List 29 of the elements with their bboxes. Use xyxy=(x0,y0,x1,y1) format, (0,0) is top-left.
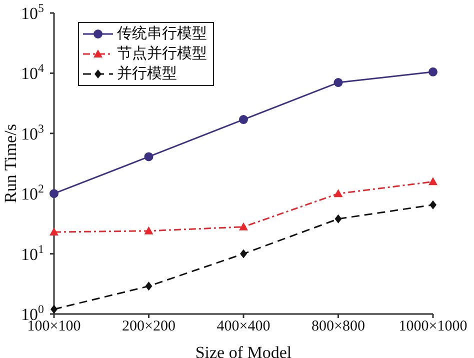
y-tick-label: 10$^{5}$ xyxy=(21,1,44,23)
point xyxy=(50,304,58,314)
point xyxy=(144,226,154,234)
point xyxy=(334,189,343,198)
x-tick-label: 200×200 xyxy=(122,318,176,335)
point xyxy=(50,189,58,198)
x-tick-label: 800×800 xyxy=(312,318,365,335)
y-tick-label: 10$^{4}$ xyxy=(21,61,44,84)
point xyxy=(430,200,436,210)
point xyxy=(428,177,438,186)
legend-label: 传统串行模型 xyxy=(117,24,207,44)
point xyxy=(145,282,152,291)
point xyxy=(239,222,248,230)
point xyxy=(334,214,342,224)
point xyxy=(334,78,343,88)
y-tick-label: 10$^{2}$ xyxy=(21,182,44,204)
x-tick-label: 1000×1000 xyxy=(398,318,468,335)
point xyxy=(50,228,58,236)
point xyxy=(240,249,247,258)
y-axis-title: Run Time/s xyxy=(1,124,20,203)
x-tick-label: 400×400 xyxy=(216,318,270,335)
point xyxy=(239,115,248,124)
legend-label: 并行模型 xyxy=(117,64,177,84)
legend-label: 节点并行模型 xyxy=(117,44,207,64)
y-tick-label: 10$^{3}$ xyxy=(21,121,44,144)
point xyxy=(144,152,154,162)
point xyxy=(428,67,438,76)
x-axis-title: Size of Model xyxy=(195,343,292,358)
y-tick-label: 10$^{1}$ xyxy=(21,242,44,264)
